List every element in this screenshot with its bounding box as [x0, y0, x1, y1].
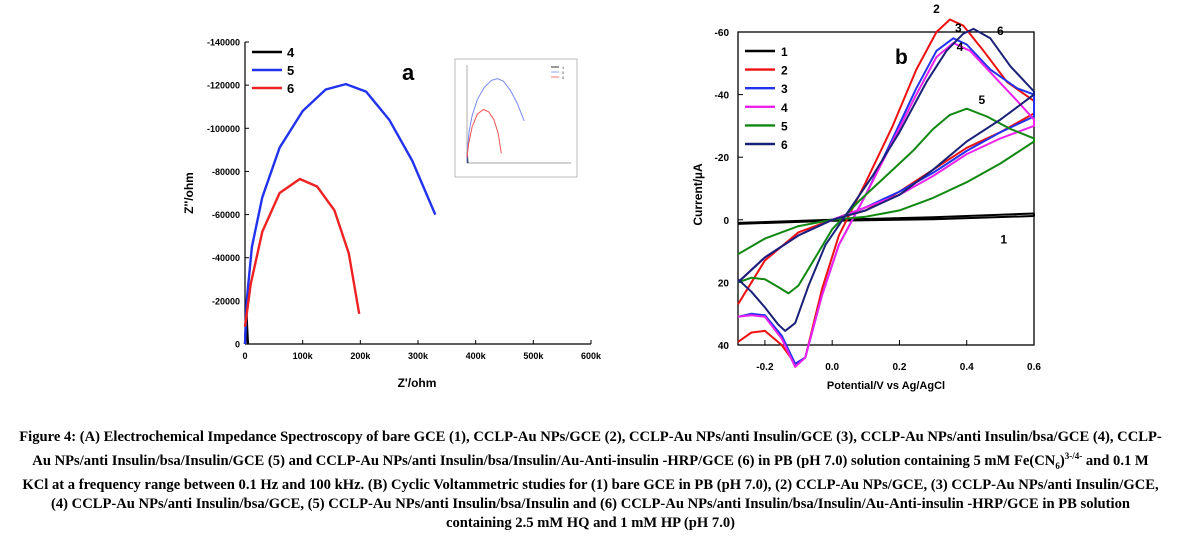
inset-legend-label: 6: [562, 75, 565, 80]
plot-frame: [737, 31, 1035, 346]
y-tick-label: -120000: [207, 81, 240, 91]
inset-series-6: [466, 108, 502, 158]
y-tick-label: 40: [718, 341, 730, 352]
y-tick-label: -140000: [207, 38, 240, 48]
legend-label-2: 2: [781, 64, 788, 78]
x-tick-label: 0.2: [893, 362, 907, 373]
x-tick-label: 100k: [293, 351, 314, 361]
legend-label-1: 1: [781, 45, 788, 59]
y-tick-label: 0: [723, 216, 729, 227]
caption-superscript: 3-/4-: [1064, 451, 1083, 461]
curve-annotation: 5: [979, 93, 986, 107]
x-tick-label: 0.4: [960, 362, 974, 373]
y-tick-label: -40: [715, 91, 730, 102]
legend-label-6: 6: [287, 81, 294, 96]
legend-label-5: 5: [781, 119, 788, 133]
figure: 0 -20000 -40000 -60000 -80000 -100000 -120000 -…: [182, 2, 1041, 392]
x-tick-label: 600k: [581, 351, 602, 361]
cv-curve-3: [737, 37, 1035, 365]
cv-curve-5: [737, 107, 1035, 295]
y-axis-label: Z''/ohm: [182, 172, 196, 214]
x-tick-label: -0.2: [756, 362, 774, 373]
caption-close-paren: ): [1059, 452, 1065, 469]
x-tick-label: 0: [242, 351, 247, 361]
y-tick-label: -40000: [212, 253, 240, 263]
cv-curve-6: [737, 27, 1035, 332]
x-axis-label: Z'/ohm: [398, 376, 437, 390]
x-tick-label: 500k: [523, 351, 544, 361]
curve-annotation: 6: [997, 24, 1004, 38]
inset-legend-label: 4: [562, 65, 565, 70]
series-line-5: [243, 82, 437, 345]
x-tick-label: 200k: [350, 351, 371, 361]
x-tick-label: 400k: [466, 351, 487, 361]
x-tick-label: 300k: [408, 351, 429, 361]
y-tick-label: -60000: [212, 210, 240, 220]
panel-label-b: b: [895, 46, 908, 69]
inset-series-5: [466, 78, 525, 164]
legend-label-6: 6: [781, 138, 788, 152]
caption-text-1: Figure 4: (A) Electrochemical Impedance …: [19, 429, 1162, 469]
curve-annotation: 2: [933, 2, 940, 16]
x-axis-label: Potential/V vs Ag/AgCl: [827, 380, 945, 392]
x-tick-label: 0.0: [825, 362, 839, 373]
x-tick-label: 0.6: [1027, 362, 1041, 373]
legend-label-5: 5: [287, 63, 294, 78]
curve-annotation: 3: [955, 21, 962, 35]
inset-legend-label: 5: [562, 70, 565, 75]
curve-annotation: 1: [1000, 232, 1007, 246]
legend-label-3: 3: [781, 82, 788, 96]
y-tick-label: -100000: [207, 124, 240, 134]
y-tick-label: -20000: [212, 296, 240, 306]
caption-subscript: 6: [1055, 460, 1060, 471]
curve-annotation: 4: [957, 40, 964, 54]
cv-curve-4: [737, 42, 1035, 368]
panel-label-a: a: [402, 60, 415, 85]
y-tick-label: -20: [715, 153, 730, 164]
caption-text-2: and 0.1 M KCl at a frequency range betwe…: [22, 452, 1159, 531]
legend-label-4: 4: [287, 45, 295, 60]
y-tick-label: 0: [235, 340, 240, 350]
legend-label-4: 4: [781, 101, 788, 115]
y-axis-label: Current/µA: [691, 163, 705, 226]
cv-curve-1: [737, 212, 1035, 225]
figure-caption: Figure 4: (A) Electrochemical Impedance …: [18, 428, 1163, 533]
y-tick-label: 20: [718, 278, 730, 289]
cyclic-voltammetry-chart: -0.2 0.0 0.2 0.4 0.6 40 20 0 -20 -40 -60 Potential/…: [691, 2, 1041, 392]
y-tick-label: -60: [715, 28, 730, 39]
y-tick-label: -80000: [212, 167, 240, 177]
eis-nyquist-chart: 0 -20000 -40000 -60000 -80000 -100000 -120000 -…: [182, 38, 602, 391]
series-line-6: [243, 177, 361, 327]
